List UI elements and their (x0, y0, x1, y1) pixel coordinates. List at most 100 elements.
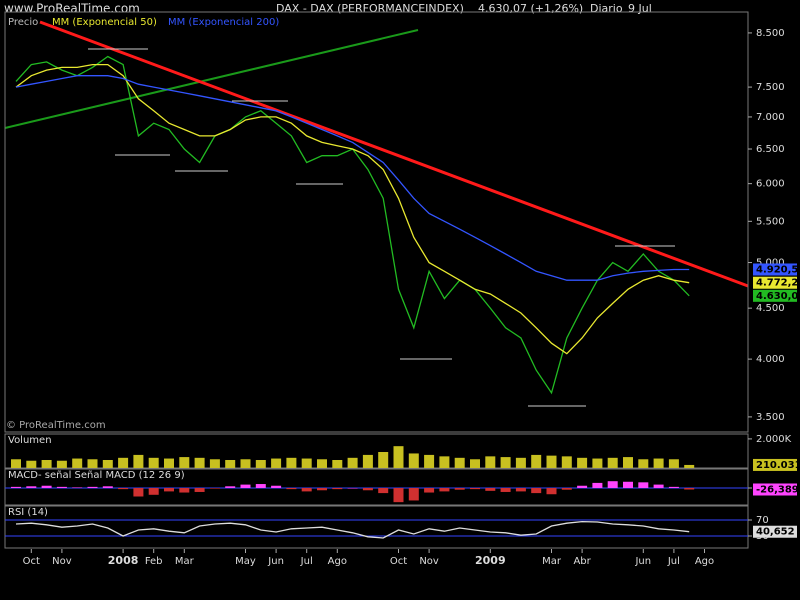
bar (347, 457, 358, 468)
bar (362, 454, 373, 468)
bar (470, 459, 480, 468)
value-label-box (753, 458, 797, 471)
bar (592, 482, 603, 488)
y-tick-label: 2.000K (756, 434, 792, 445)
bar (118, 457, 129, 468)
bar (623, 457, 633, 468)
bar (209, 459, 220, 468)
bar (607, 457, 618, 468)
bar (561, 456, 572, 468)
x-tick-label: 2009 (475, 554, 506, 567)
bar (424, 454, 435, 468)
bar (454, 488, 465, 490)
quote: 4.630,07 (+1,26%) (478, 2, 583, 15)
bar (653, 484, 664, 488)
panel-title: Volumen (8, 435, 52, 446)
bar (26, 486, 37, 488)
bar (408, 488, 419, 501)
y-tick-label: 7.000 (756, 112, 785, 123)
bar (577, 485, 588, 488)
value-label: 210.031 (756, 460, 800, 471)
bar (439, 456, 450, 468)
bar (148, 457, 159, 468)
copyright: © ProRealTime.com (6, 420, 106, 431)
bar (26, 460, 37, 468)
x-tick-label: Nov (52, 556, 72, 567)
period: Diario (590, 2, 623, 15)
bar (133, 454, 144, 468)
bar (378, 452, 389, 468)
bar (393, 446, 404, 468)
value-label-box (753, 289, 797, 302)
legend-entry: MM (Exponencial 50) (52, 17, 157, 28)
bar (72, 487, 83, 488)
bar (500, 488, 511, 492)
bar (408, 453, 419, 468)
panel-title: RSI (14) (8, 507, 48, 518)
bar (41, 460, 52, 468)
chart-title: DAX - DAX (PERFORMANCEINDEX) (276, 2, 464, 15)
bar (102, 460, 113, 468)
bar (470, 488, 480, 490)
panel-frame (4, 433, 749, 469)
bar (393, 488, 404, 503)
bar (102, 486, 113, 488)
panel-title: MACD- señal Señal MACD (12 26 9) (8, 470, 185, 481)
bar (209, 488, 220, 489)
x-tick-label: Mar (175, 556, 195, 567)
y-tick-label: 70 (756, 515, 769, 526)
bar (87, 459, 98, 468)
bar (11, 459, 21, 468)
y-tick-label: 4.000 (756, 354, 785, 365)
panel-frame (4, 505, 749, 549)
series-line (15, 520, 690, 539)
value-label: -26,389 (756, 484, 799, 495)
y-tick-label: 6.000 (756, 179, 785, 190)
bar (56, 486, 67, 488)
x-tick-label: Feb (145, 556, 163, 567)
x-tick-label: Mar (542, 556, 562, 567)
bar (424, 488, 435, 493)
y-tick-label: 6.500 (756, 144, 785, 155)
x-tick-label: Ago (328, 556, 347, 567)
bar (515, 488, 526, 492)
x-tick-label: Jun (267, 556, 284, 567)
value-label-box (753, 263, 797, 276)
bar (668, 459, 679, 468)
y-tick-label: 4.500 (756, 303, 785, 314)
bar (271, 485, 282, 488)
y-tick-label: 8.500 (756, 28, 785, 39)
bar (546, 488, 557, 495)
bar (378, 488, 389, 494)
bar (164, 488, 174, 492)
bar (623, 481, 633, 488)
bar (454, 457, 465, 468)
trendline (4, 29, 419, 129)
bar (485, 456, 496, 468)
bar (653, 458, 664, 468)
bar (179, 488, 190, 493)
date: 9 Jul (628, 2, 652, 15)
bar (301, 458, 312, 468)
y-tick-label: 5.000 (756, 258, 785, 269)
bar (347, 488, 358, 489)
bar (607, 481, 618, 488)
bar (148, 488, 159, 495)
x-tick-label: Ago (695, 556, 714, 567)
panel-frame (4, 11, 749, 433)
bar (87, 486, 98, 488)
y-tick-label: 3.500 (756, 412, 785, 423)
x-tick-label: May (235, 556, 256, 567)
site: www.ProRealTime.com (4, 2, 140, 16)
bar (225, 486, 236, 488)
bar (164, 458, 174, 468)
bar (240, 459, 251, 468)
bar (286, 488, 297, 490)
bar (72, 458, 83, 468)
bar (11, 486, 21, 488)
x-tick-label: Jul (667, 556, 680, 567)
bar (638, 482, 649, 488)
bar (684, 464, 695, 468)
